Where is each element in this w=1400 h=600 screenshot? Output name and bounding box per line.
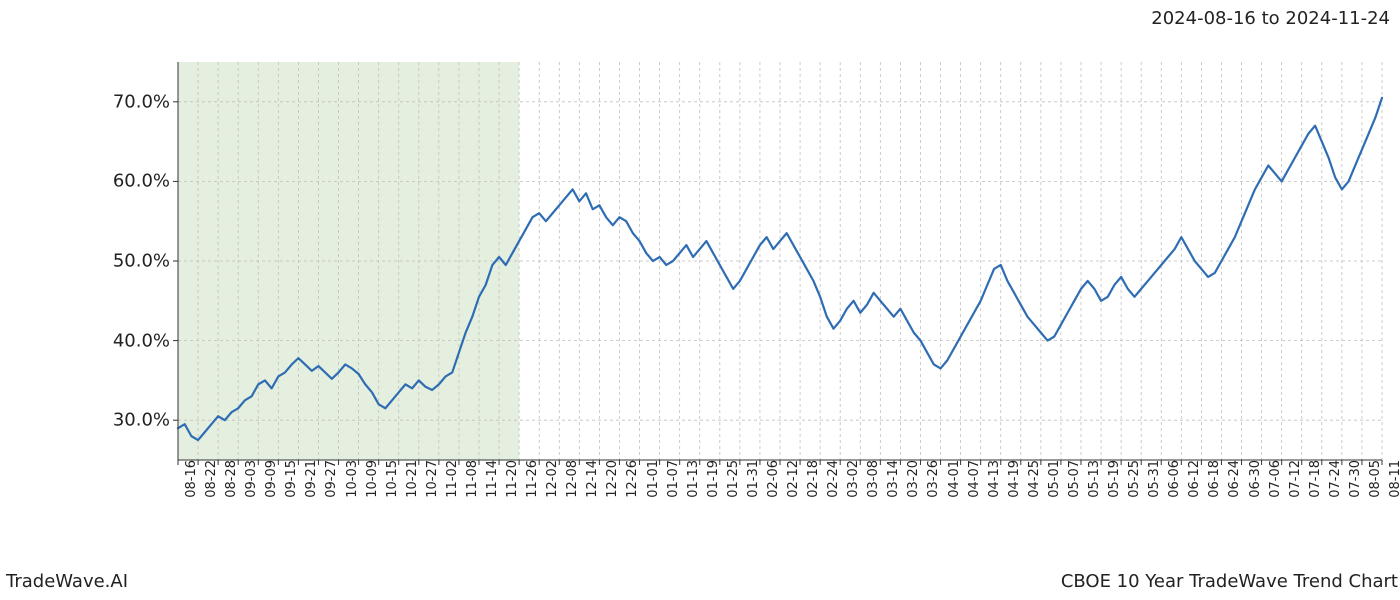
- x-tick-label: 03-08: [860, 460, 881, 498]
- chart-svg: [178, 62, 1382, 460]
- x-tick-label: 11-02: [439, 460, 460, 498]
- x-tick-label: 10-09: [359, 460, 380, 498]
- x-tick-label: 01-19: [700, 460, 721, 498]
- x-tick-label: 05-01: [1041, 460, 1062, 498]
- x-tick-label: 06-24: [1221, 460, 1242, 498]
- x-tick-label: 06-12: [1181, 460, 1202, 498]
- x-tick-label: 03-14: [880, 460, 901, 498]
- x-tick-label: 12-08: [559, 460, 580, 498]
- x-tick-label: 09-27: [318, 460, 339, 498]
- date-range-title: 2024-08-16 to 2024-11-24: [1151, 8, 1390, 29]
- y-tick-label: 50.0%: [113, 251, 178, 272]
- x-tick-label: 05-07: [1061, 460, 1082, 498]
- x-tick-label: 06-06: [1161, 460, 1182, 498]
- x-tick-label: 04-19: [1001, 460, 1022, 498]
- x-tick-label: 11-26: [519, 460, 540, 498]
- x-tick-label: 07-12: [1282, 460, 1303, 498]
- x-tick-label: 11-14: [479, 460, 500, 498]
- x-tick-label: 08-22: [198, 460, 219, 498]
- x-tick-label: 03-20: [900, 460, 921, 498]
- x-tick-label: 01-31: [740, 460, 761, 498]
- x-tick-label: 04-01: [941, 460, 962, 498]
- x-tick-label: 08-05: [1362, 460, 1383, 498]
- x-tick-label: 07-18: [1302, 460, 1323, 498]
- y-tick-label: 60.0%: [113, 171, 178, 192]
- x-tick-label: 10-15: [379, 460, 400, 498]
- trend-chart: 30.0%40.0%50.0%60.0%70.0%08-1608-2208-28…: [178, 62, 1382, 460]
- x-tick-label: 02-06: [760, 460, 781, 498]
- x-tick-label: 01-07: [660, 460, 681, 498]
- x-tick-label: 05-13: [1081, 460, 1102, 498]
- x-tick-label: 01-01: [640, 460, 661, 498]
- x-tick-label: 10-21: [399, 460, 420, 498]
- x-tick-label: 04-25: [1021, 460, 1042, 498]
- x-tick-label: 08-28: [218, 460, 239, 498]
- x-tick-label: 05-25: [1121, 460, 1142, 498]
- x-tick-label: 10-27: [419, 460, 440, 498]
- x-tick-label: 07-30: [1342, 460, 1363, 498]
- x-tick-label: 12-26: [619, 460, 640, 498]
- x-tick-label: 09-03: [238, 460, 259, 498]
- x-tick-label: 01-25: [720, 460, 741, 498]
- x-tick-label: 04-07: [961, 460, 982, 498]
- x-tick-label: 05-19: [1101, 460, 1122, 498]
- x-tick-label: 11-20: [499, 460, 520, 498]
- x-tick-label: 09-09: [258, 460, 279, 498]
- x-tick-label: 07-06: [1262, 460, 1283, 498]
- y-tick-label: 70.0%: [113, 91, 178, 112]
- x-tick-label: 02-12: [780, 460, 801, 498]
- x-tick-label: 08-11: [1382, 460, 1400, 498]
- x-tick-label: 03-26: [920, 460, 941, 498]
- x-tick-label: 11-08: [459, 460, 480, 498]
- x-tick-label: 03-02: [840, 460, 861, 498]
- x-tick-label: 02-24: [820, 460, 841, 498]
- x-tick-label: 12-02: [539, 460, 560, 498]
- x-tick-label: 02-18: [800, 460, 821, 498]
- x-tick-label: 06-30: [1242, 460, 1263, 498]
- x-tick-label: 12-14: [579, 460, 600, 498]
- footer-left-brand: TradeWave.AI: [6, 571, 128, 592]
- x-tick-label: 04-13: [981, 460, 1002, 498]
- x-tick-label: 07-24: [1322, 460, 1343, 498]
- x-tick-label: 06-18: [1201, 460, 1222, 498]
- x-tick-label: 05-31: [1141, 460, 1162, 498]
- x-tick-label: 08-16: [178, 460, 199, 498]
- x-tick-label: 10-03: [339, 460, 360, 498]
- x-tick-label: 09-21: [298, 460, 319, 498]
- x-tick-label: 01-13: [680, 460, 701, 498]
- y-tick-label: 40.0%: [113, 330, 178, 351]
- y-tick-label: 30.0%: [113, 410, 178, 431]
- footer-right-caption: CBOE 10 Year TradeWave Trend Chart: [1061, 571, 1398, 592]
- x-tick-label: 12-20: [599, 460, 620, 498]
- x-tick-label: 09-15: [278, 460, 299, 498]
